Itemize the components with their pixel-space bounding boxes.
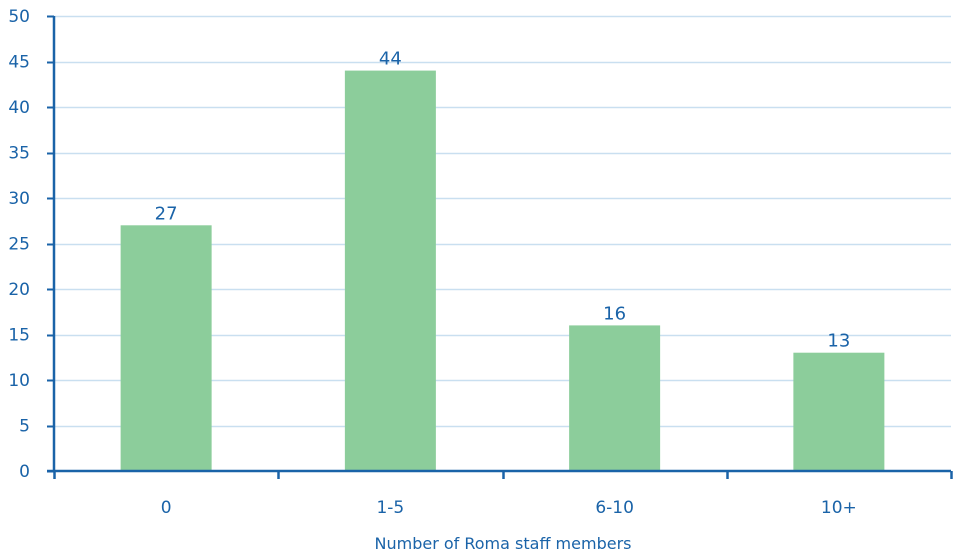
- bar: [793, 352, 885, 471]
- x-axis-title: Number of Roma staff members: [375, 534, 632, 553]
- bars: [120, 70, 885, 471]
- y-tick-label: 15: [8, 326, 30, 346]
- labels: 0 5 10 15 20 25 30 35 40 45 50 27 0 44 1-5 16 6-10 13 10+: [8, 7, 856, 518]
- axes: [47, 15, 953, 479]
- bar: [120, 225, 212, 471]
- x-tick-label: 10+: [821, 498, 857, 518]
- y-tick-label: 5: [19, 417, 30, 437]
- y-tick-label: 50: [8, 7, 30, 27]
- x-tick-label: 0: [161, 498, 172, 518]
- data-label: 44: [379, 49, 402, 70]
- x-tick-label: 6-10: [595, 498, 634, 518]
- bar: [344, 70, 436, 471]
- y-tick-label: 35: [8, 144, 30, 164]
- y-tick-label: 40: [8, 98, 30, 118]
- y-tick-label: 0: [19, 462, 30, 482]
- y-tick-label: 30: [8, 189, 30, 209]
- y-tick-label: 25: [8, 235, 30, 255]
- y-tick-label: 45: [8, 53, 30, 73]
- data-label: 13: [827, 331, 850, 352]
- y-tick-label: 10: [8, 371, 30, 391]
- data-label: 16: [603, 303, 626, 324]
- data-label: 27: [155, 203, 178, 224]
- bar: [569, 325, 661, 471]
- y-tick-label: 20: [8, 280, 30, 300]
- x-tick-label: 1-5: [376, 498, 404, 518]
